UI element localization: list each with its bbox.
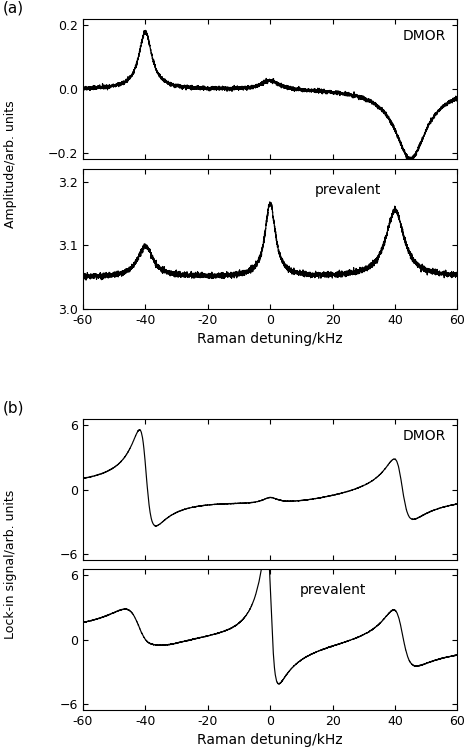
Text: (a): (a)	[2, 0, 24, 15]
Text: (b): (b)	[2, 400, 24, 415]
Text: DMOR: DMOR	[403, 29, 446, 43]
Text: prevalent: prevalent	[315, 182, 382, 197]
Text: prevalent: prevalent	[300, 584, 366, 598]
X-axis label: Raman detuning/kHz: Raman detuning/kHz	[197, 333, 343, 346]
Text: DMOR: DMOR	[403, 430, 446, 443]
Text: Lock-in signal/arb. units: Lock-in signal/arb. units	[4, 490, 17, 639]
Text: Amplitude/arb. units: Amplitude/arb. units	[4, 100, 17, 228]
X-axis label: Raman detuning/kHz: Raman detuning/kHz	[197, 733, 343, 747]
